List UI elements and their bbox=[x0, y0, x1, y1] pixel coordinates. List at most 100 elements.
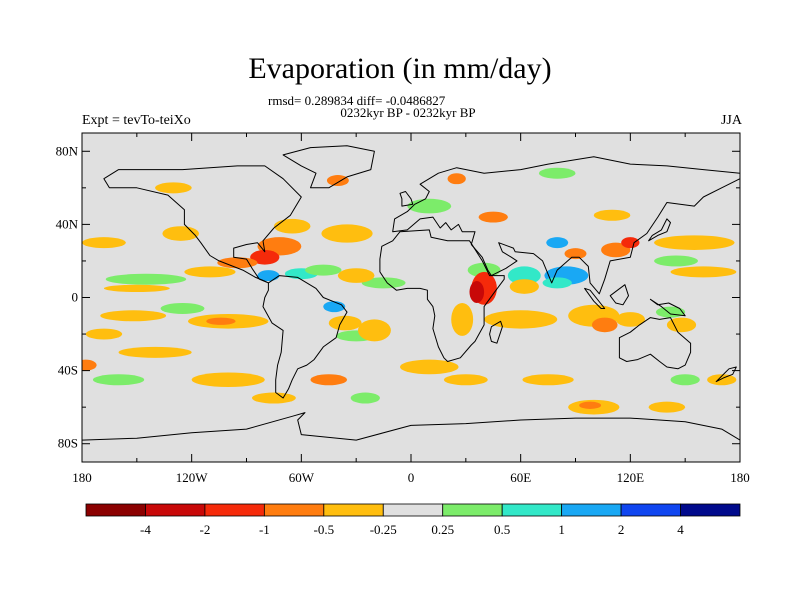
map-title: Evaporation (in mm/day) bbox=[248, 52, 552, 85]
colorbar-label: 4 bbox=[677, 522, 684, 537]
anomaly-region-42 bbox=[666, 317, 697, 333]
coastline-south-america bbox=[262, 275, 348, 399]
lon-tick-label: 60W bbox=[289, 470, 315, 485]
anomaly-region-63 bbox=[478, 211, 508, 223]
colorbar-label: -1 bbox=[259, 522, 270, 537]
anomaly-region-7 bbox=[184, 266, 236, 278]
colorbar: -4 -2 -1 -0.5 -0.25 0.25 0.5 1 2 4 bbox=[85, 503, 741, 537]
anomaly-region-59 bbox=[648, 401, 686, 413]
anomaly-region-32 bbox=[206, 317, 236, 325]
anomaly-region-22 bbox=[564, 248, 587, 260]
colorbar-label: -0.5 bbox=[314, 522, 335, 537]
anomaly-region-44 bbox=[118, 346, 192, 358]
anomaly-region-14 bbox=[337, 268, 375, 283]
anomaly-region-40 bbox=[591, 317, 618, 333]
colorbar-swatch bbox=[501, 503, 563, 517]
coastline-new-guinea bbox=[649, 298, 686, 317]
anomaly-region-36 bbox=[323, 301, 346, 313]
colorbar-label: -0.25 bbox=[370, 522, 397, 537]
colorbar-label: 0.25 bbox=[431, 522, 454, 537]
lon-tick-label: 120W bbox=[176, 470, 209, 485]
anomaly-region-10 bbox=[257, 270, 280, 282]
anomaly-region-52 bbox=[400, 359, 459, 375]
anomaly-region-65 bbox=[447, 173, 466, 185]
anomaly-region-15 bbox=[467, 262, 501, 278]
anomaly-region-41 bbox=[615, 312, 645, 327]
anomaly-region-49 bbox=[251, 392, 296, 404]
anomaly-region-48 bbox=[191, 372, 265, 388]
colorbar-swatch bbox=[442, 503, 503, 517]
coastline-north-america bbox=[103, 165, 302, 284]
anomaly-region-33 bbox=[328, 315, 362, 331]
anomaly-region-12 bbox=[103, 284, 170, 293]
anomaly-region-2 bbox=[273, 218, 311, 234]
colorbar-swatch bbox=[382, 503, 444, 517]
coastline-australia bbox=[618, 317, 692, 370]
anomaly-region-21 bbox=[542, 277, 572, 289]
anomaly-region-29 bbox=[100, 310, 167, 322]
anomaly-region-46 bbox=[82, 359, 97, 371]
colorbar-swatch bbox=[323, 503, 384, 517]
colorbar-label: 0.5 bbox=[494, 522, 510, 537]
coastline-eurasia bbox=[392, 156, 740, 295]
colorbar-swatch bbox=[145, 503, 206, 517]
experiment-label: Expt = tevTo-teiXo bbox=[82, 113, 191, 128]
colorbar-swatch bbox=[620, 503, 681, 517]
coastline-layer bbox=[82, 145, 740, 462]
anomaly-region-27 bbox=[670, 266, 737, 278]
lat-tick-label: 40S bbox=[58, 363, 78, 378]
longitude-axis: 180 120W 60W 0 60E 120E 180 bbox=[72, 133, 750, 485]
colorbar-label: -4 bbox=[140, 522, 151, 537]
colorbar-swatch bbox=[85, 503, 146, 517]
colorbar-swatch bbox=[263, 503, 325, 517]
colorbar-label: 1 bbox=[558, 522, 565, 537]
coastline-greenland bbox=[282, 145, 375, 189]
lon-tick-label: 60E bbox=[510, 470, 531, 485]
rmsd-diff-stats: rmsd= 0.289834 diff= -0.0486827 bbox=[268, 93, 446, 108]
colorbar-label: -2 bbox=[199, 522, 210, 537]
anomaly-layer bbox=[82, 167, 737, 415]
anomaly-region-54 bbox=[522, 374, 574, 386]
anomaly-region-25 bbox=[621, 237, 640, 249]
lon-tick-label: 180 bbox=[730, 470, 750, 485]
lat-tick-label: 80N bbox=[56, 143, 79, 158]
lat-tick-label: 0 bbox=[72, 290, 79, 305]
anomaly-region-17 bbox=[469, 281, 485, 303]
lon-tick-label: 0 bbox=[408, 470, 415, 485]
colorbar-swatch bbox=[204, 503, 265, 517]
anomaly-region-58 bbox=[707, 374, 737, 386]
coastline-madagascar bbox=[489, 320, 503, 344]
latitude-axis: 80N 40N 0 40S 80S bbox=[56, 143, 740, 451]
coastline-sumatra bbox=[584, 287, 606, 309]
anomaly-region-30 bbox=[160, 302, 205, 314]
anomaly-region-0 bbox=[82, 237, 126, 249]
anomaly-region-60 bbox=[155, 182, 192, 194]
anomaly-region-62 bbox=[407, 198, 452, 214]
map-background bbox=[82, 133, 740, 462]
colorbar-label: 2 bbox=[618, 522, 625, 537]
anomaly-region-61 bbox=[326, 175, 349, 187]
anomaly-region-3 bbox=[321, 224, 373, 243]
season-label: JJA bbox=[720, 113, 742, 128]
coastline-borneo bbox=[609, 284, 629, 306]
coastline-new-zealand bbox=[715, 366, 737, 383]
lat-tick-label: 40N bbox=[56, 216, 79, 231]
anomaly-region-19 bbox=[509, 279, 539, 294]
lon-tick-label: 120E bbox=[617, 470, 645, 485]
anomaly-region-53 bbox=[443, 374, 488, 386]
anomaly-region-45 bbox=[85, 328, 123, 340]
anomaly-region-38 bbox=[484, 310, 558, 329]
anomaly-region-57 bbox=[670, 374, 700, 386]
colorbar-swatch bbox=[680, 503, 741, 517]
lat-tick-label: 80S bbox=[58, 436, 78, 451]
anomaly-region-13 bbox=[361, 277, 406, 289]
coastline-japan bbox=[648, 218, 671, 242]
coastline-antarctica bbox=[82, 412, 740, 462]
coastline-great-britain bbox=[399, 191, 414, 207]
anomaly-region-26 bbox=[654, 235, 735, 250]
anomaly-region-9 bbox=[304, 264, 342, 276]
anomaly-region-51 bbox=[350, 392, 380, 404]
anomaly-region-35 bbox=[357, 319, 391, 342]
anomaly-region-24 bbox=[601, 242, 631, 258]
